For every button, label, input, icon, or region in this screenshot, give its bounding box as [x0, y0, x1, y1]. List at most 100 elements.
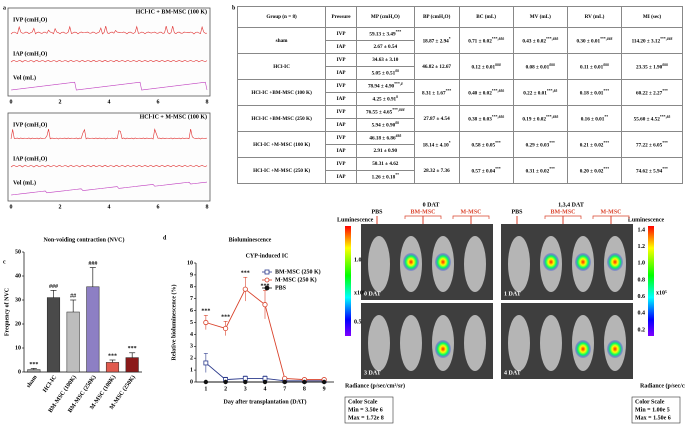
- table-cell: 0.22 ± 0.01***,##: [512, 79, 568, 106]
- table-cell: IAP: [325, 92, 357, 106]
- cell-sup: ***,##: [659, 114, 671, 119]
- legend-label: M-MSC (250 K): [275, 276, 317, 283]
- table-cell: 34.63 ± 3.10: [355, 53, 415, 67]
- cell-text: RV (mL): [584, 14, 605, 20]
- cell-text: IVP: [336, 57, 346, 63]
- x-tick-label: 4: [264, 386, 267, 392]
- table-cell: 0.08 ± 0.01###: [512, 53, 568, 80]
- group-label: M-MSC: [461, 209, 482, 215]
- iap-trace: [10, 165, 208, 168]
- color-scale-line: Color Scale: [635, 399, 665, 405]
- table-cell: 50.31 ± 4.62: [355, 157, 415, 171]
- cell-text: IAP: [336, 148, 346, 154]
- image-label: 4 DAT: [504, 370, 521, 376]
- y-tick-label: 2: [190, 356, 193, 362]
- cell-text: 0.71 ± 0.02: [468, 38, 492, 45]
- table-cell: MV (mL): [512, 6, 568, 28]
- y-tick-label: 7: [190, 296, 193, 302]
- cell-text: 78.94 ± 4.90: [367, 83, 395, 90]
- cell-sup: ###: [395, 134, 402, 139]
- cell-sup: #: [396, 95, 399, 100]
- cell-text: 2.67 ± 0.54: [373, 44, 398, 50]
- bar: [86, 286, 100, 373]
- luminescence: [607, 253, 623, 271]
- color-scale-box: [344, 396, 394, 424]
- panel-letter: c: [3, 259, 6, 265]
- y-tick-label: 1: [190, 367, 193, 373]
- mouse: [400, 315, 422, 371]
- cell-text: IAP: [336, 122, 346, 128]
- cell-sup: **: [395, 173, 400, 178]
- significance-label: ***: [108, 353, 117, 359]
- table-cell: 0.20 ± 0.02***: [566, 157, 623, 184]
- cell-sup: ***: [495, 166, 501, 171]
- cell-text: IAP: [336, 96, 346, 102]
- trace-title: HCl-IC + BM-MSC (100 K): [136, 8, 207, 15]
- cell-text: MI (sec): [642, 14, 662, 20]
- cell-text: Pressure: [331, 14, 351, 20]
- table-cell: 76.55 ± 4.65***,###: [355, 105, 415, 119]
- y-tick-label: 0: [18, 369, 21, 375]
- colorbar-tick-label: 0.4: [638, 311, 646, 317]
- y-tick-label: 50: [15, 249, 21, 255]
- cell-sup: *: [448, 36, 451, 41]
- table-cell: IAP: [325, 144, 357, 158]
- marker: [302, 379, 307, 385]
- table-cell: 23.35 ± 1.90###: [621, 53, 683, 80]
- cell-text: 18.87 ± 2.94: [422, 38, 449, 45]
- cell-text: Group (n = 8): [266, 14, 297, 20]
- table-cell: IVP: [325, 105, 357, 119]
- trace-label: IVP (cmH₂O): [13, 16, 47, 23]
- trace-label: IAP (cmH₂O): [13, 155, 47, 162]
- table-cell: 2.67 ± 0.54: [355, 40, 415, 54]
- legend-label: BM-MSC (250 K): [275, 268, 321, 275]
- colorbar: [345, 226, 351, 336]
- y-tick-label: 8: [190, 284, 193, 290]
- group-label: M-MSC: [601, 209, 622, 215]
- cell-text: IVP: [336, 109, 346, 115]
- table-row: IAP 1.26 ± 0.18**: [238, 170, 683, 184]
- cell-text: 8.31 ± 1.67: [421, 90, 446, 97]
- bar: [46, 297, 61, 373]
- table-cell: 0.16 ± 0.01**: [566, 105, 623, 132]
- colorbar-tick-label: 1.0: [638, 261, 646, 267]
- mouse: [464, 315, 486, 371]
- cell-text: 114.20 ± 3.12: [631, 38, 661, 45]
- trace-label: Vol (mL): [13, 74, 36, 81]
- trace-title: HCl-IC + M-MSC (100 K): [140, 113, 207, 120]
- bar: [66, 311, 80, 373]
- x-tick-label: 0: [10, 99, 13, 105]
- cell-sup: ***: [495, 140, 501, 145]
- cell-text: 55.60 ± 4.52: [633, 116, 660, 123]
- cell-text: HCl-IC +BM-MSC (250 K): [251, 115, 312, 122]
- trace-frame: [7, 112, 211, 202]
- table-row: HCl-IC +M-MSC (250 K) IVP 50.31 ± 4.62 28.3…: [236, 157, 683, 184]
- mouse: [540, 315, 562, 371]
- cell-sup: ***: [549, 166, 555, 171]
- colorbar-multiplier: x10⁵: [656, 290, 667, 296]
- marker: [262, 379, 268, 385]
- bar: [27, 369, 41, 373]
- table-cell: IVP: [325, 131, 357, 145]
- cell-text: 0.43 ± 0.02: [522, 38, 546, 45]
- cell-text: IVP: [336, 83, 346, 89]
- marker: [282, 379, 287, 385]
- radiance-label: Radiance (p/sec/cm²/sr): [640, 382, 685, 389]
- cell-text: IAP: [336, 70, 346, 76]
- table-cell: 5.05 ± 0.51##: [355, 66, 415, 80]
- cell-sup: ###: [495, 62, 501, 67]
- table-cell: 114.20 ± 3.12***,###: [621, 27, 683, 54]
- cell-text: MV (mL): [529, 14, 551, 20]
- y-axis-label: Frequency of NVC: [4, 288, 10, 336]
- bracket: [592, 215, 630, 219]
- table-cell: 28.32 ± 7.36: [413, 157, 460, 184]
- trace-label: IVP (cmH₂O): [13, 121, 47, 128]
- cell-text: 34.63 ± 3.10: [372, 57, 399, 63]
- x-tick-label: 6: [157, 204, 160, 210]
- cell-text: 2.91 ± 0.90: [373, 148, 398, 154]
- significance-label: ***: [29, 362, 38, 368]
- table-cell: Pressure: [325, 6, 357, 28]
- mouse: [464, 236, 486, 292]
- color-scale-box: [631, 396, 681, 424]
- table-cell: 27.87 ± 4.54: [413, 105, 460, 132]
